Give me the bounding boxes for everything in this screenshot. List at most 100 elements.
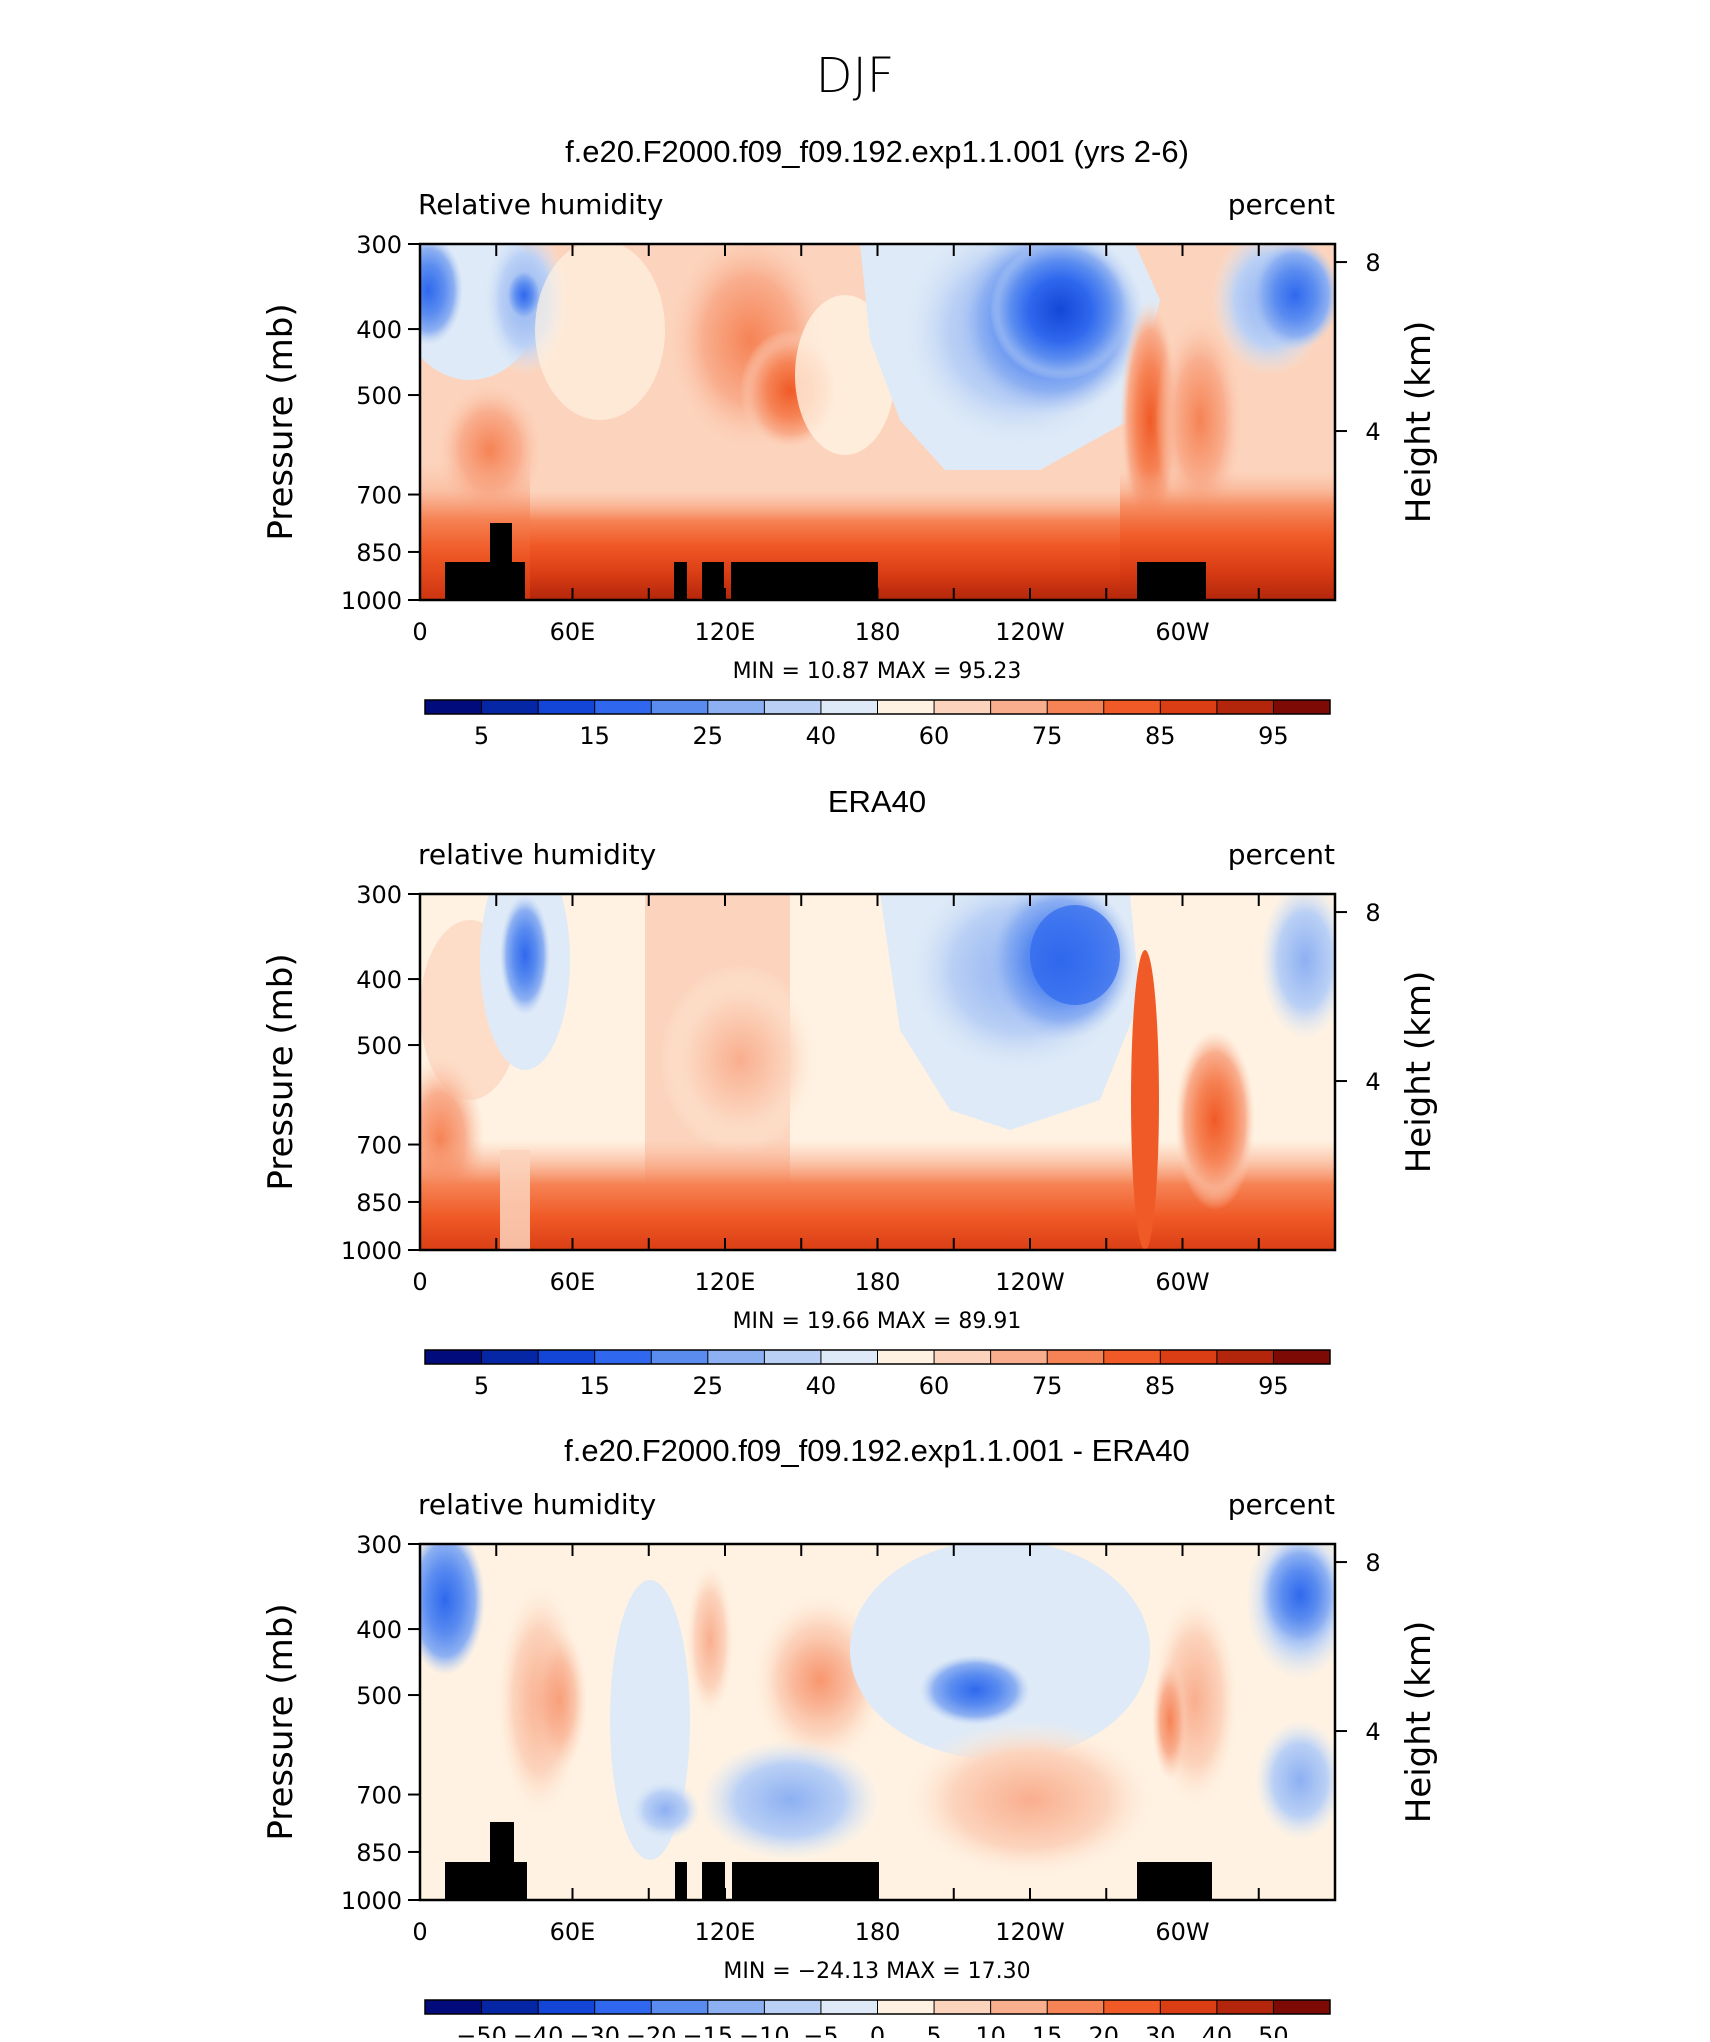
- panel-1-variable-label: Relative humidity: [418, 188, 663, 221]
- colorbar-label: 85: [1145, 722, 1176, 750]
- colorbar-swatch: [1047, 2000, 1105, 2014]
- y-tick-label: 1000: [341, 1887, 402, 1915]
- colorbar-label: −20: [626, 2022, 677, 2038]
- colorbar-swatch: [707, 2000, 765, 2014]
- colorbar-label: 10: [975, 2022, 1006, 2038]
- colorbar-label: −10: [739, 2022, 790, 2038]
- colorbar-swatch: [538, 1350, 596, 1364]
- panel-2-field: [420, 894, 1335, 1250]
- colorbar-1: 5 15 25 40 60 75 85 95: [424, 699, 1331, 750]
- colorbar-swatch: [820, 2000, 878, 2014]
- x-tick-label: 60E: [550, 1918, 596, 1946]
- y-tick-label: 700: [356, 482, 402, 510]
- x-tick-label: 120W: [995, 1918, 1065, 1946]
- colorbar-swatch: [877, 700, 935, 714]
- colorbar-swatch: [538, 2000, 596, 2014]
- colorbar-label: 5: [474, 1372, 489, 1400]
- panel-3-units-label: percent: [1228, 1488, 1335, 1521]
- x-tick-label: 180: [855, 1918, 901, 1946]
- y-tick-label: 300: [356, 231, 402, 259]
- panel-2-axes: 0 60E 120E 180 120W 60W 300 400 500 700 850 1000 Pre…: [261, 881, 1439, 1334]
- y-right-tick-label: 4: [1365, 1068, 1380, 1096]
- colorbar-label: −5: [803, 2022, 838, 2038]
- x-tick-label: 60E: [550, 1268, 596, 1296]
- colorbar-swatch: [1216, 2000, 1274, 2014]
- colorbar-label: 15: [579, 1372, 610, 1400]
- colorbar-swatch: [1273, 2000, 1331, 2014]
- colorbar-swatch: [877, 2000, 935, 2014]
- y-axis-label: Pressure (mb): [261, 1603, 301, 1840]
- y-tick-label: 1000: [341, 1237, 402, 1265]
- y-tick-label: 300: [356, 1531, 402, 1559]
- colorbar-swatch: [594, 700, 652, 714]
- panel-stats: MIN = 19.66 MAX = 89.91: [733, 1309, 1022, 1334]
- panel-3-variable-label: relative humidity: [418, 1488, 656, 1521]
- panel-1-terrain-mask: [445, 523, 525, 600]
- y-tick-label: 850: [356, 539, 402, 567]
- colorbar-label: −15: [682, 2022, 733, 2038]
- panel-3: f.e20.F2000.f09_f09.192.exp1.1.001 - ERA…: [418, 1433, 1337, 1902]
- x-tick-label: 0: [412, 618, 427, 646]
- y-tick-label: 700: [356, 1132, 402, 1160]
- panel-2: ERA40 relative humidity percent: [418, 784, 1337, 1252]
- colorbar-swatch: [1160, 2000, 1218, 2014]
- x-tick-label: 60W: [1155, 1268, 1209, 1296]
- y-tick-label: 400: [356, 1616, 402, 1644]
- colorbar-label: 15: [1032, 2022, 1063, 2038]
- panel-stats: MIN = −24.13 MAX = 17.30: [723, 1959, 1030, 1984]
- x-tick-label: 120E: [695, 1918, 756, 1946]
- colorbar-label: 60: [919, 1372, 950, 1400]
- figure-title: DJF: [816, 48, 895, 104]
- colorbar-swatch: [651, 1350, 709, 1364]
- x-tick-label: 120E: [695, 1268, 756, 1296]
- y-right-tick-label: 4: [1365, 1718, 1380, 1746]
- colorbar-swatch: [1047, 700, 1105, 714]
- colorbar-label: 40: [806, 1372, 837, 1400]
- colorbar-label: 20: [1088, 2022, 1119, 2038]
- colorbar-swatch: [651, 700, 709, 714]
- colorbar-label: 95: [1258, 722, 1289, 750]
- panel-3-title: f.e20.F2000.f09_f09.192.exp1.1.001 - ERA…: [564, 1433, 1190, 1468]
- colorbar-swatch: [1103, 2000, 1161, 2014]
- panel-1-field: [420, 244, 1335, 600]
- y-right-tick-label: 4: [1365, 418, 1380, 446]
- colorbar-swatch: [877, 1350, 935, 1364]
- x-tick-label: 120W: [995, 1268, 1065, 1296]
- colorbar-swatch: [1103, 1350, 1161, 1364]
- colorbar-swatch: [707, 700, 765, 714]
- y-tick-label: 700: [356, 1782, 402, 1810]
- colorbar-label: −30: [569, 2022, 620, 2038]
- colorbar-2: 5 15 25 40 60 75 85 95: [424, 1349, 1331, 1400]
- colorbar-swatch: [934, 2000, 992, 2014]
- colorbar-swatch: [481, 700, 539, 714]
- colorbar-swatch: [594, 2000, 652, 2014]
- colorbar-swatch: [934, 700, 992, 714]
- colorbar-swatch: [820, 1350, 878, 1364]
- panel-3-axes: 0 60E 120E 180 120W 60W 300 400 500 700 850 1000 Pre…: [261, 1531, 1439, 1984]
- y-axis-label: Pressure (mb): [261, 303, 301, 540]
- panel-stats: MIN = 10.87 MAX = 95.23: [733, 659, 1022, 684]
- colorbar-label: 5: [926, 2022, 941, 2038]
- colorbar-label: 0: [870, 2022, 885, 2038]
- colorbar-label: 95: [1258, 1372, 1289, 1400]
- colorbar-label: −40: [513, 2022, 564, 2038]
- panel-3-field: [420, 1544, 1335, 1900]
- colorbar-swatch: [538, 700, 596, 714]
- panel-1-axes: 0 60E 120E 180 120W 60W 300 400 500 700 850 1000 Pre…: [261, 231, 1439, 684]
- y-tick-label: 500: [356, 1032, 402, 1060]
- y-right-axis-label: Height (km): [1399, 971, 1439, 1174]
- colorbar-swatch: [990, 1350, 1048, 1364]
- colorbar-swatch: [425, 1350, 483, 1364]
- colorbar-label: 50: [1258, 2022, 1289, 2038]
- panel-2-units-label: percent: [1228, 838, 1335, 871]
- y-tick-label: 500: [356, 382, 402, 410]
- colorbar-swatch: [1103, 700, 1161, 714]
- colorbar-swatch: [481, 1350, 539, 1364]
- colorbar-swatch: [1047, 1350, 1105, 1364]
- colorbar-label: 15: [579, 722, 610, 750]
- colorbar-label: 30: [1145, 2022, 1176, 2038]
- panel-1: f.e20.F2000.f09_f09.192.exp1.1.001 (yrs …: [418, 134, 1337, 602]
- x-tick-label: 0: [412, 1268, 427, 1296]
- colorbar-swatch: [481, 2000, 539, 2014]
